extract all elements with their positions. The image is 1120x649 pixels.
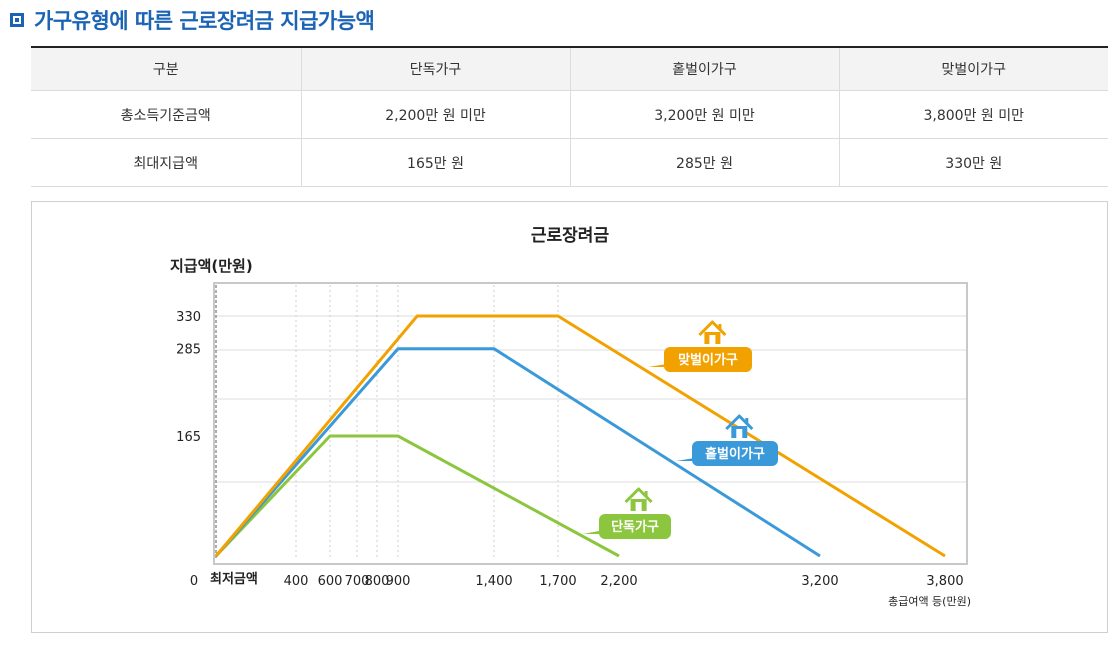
callout-box — [692, 441, 778, 466]
page-title: 가구유형에 따른 근로장려금 지급가능액 — [10, 6, 375, 34]
table-row: 최대지급액 165만 원 285만 원 330만 원 — [31, 138, 1108, 187]
series-label-callout: 홑벌이가구 — [676, 414, 778, 466]
header-category: 구분 — [31, 46, 302, 91]
table-cell: 3,200만 원 미만 — [570, 90, 840, 139]
line-chart: 근로장려금 지급액(만원) 단독가구 홑벌이가구 맞벌이가구 165 285 330 40… — [170, 226, 971, 608]
table-row: 총소득기준금액 2,200만 원 미만 3,200만 원 미만 3,800만 원… — [31, 90, 1108, 139]
chart-container: 근로장려금 지급액(만원) 단독가구 홑벌이가구 맞벌이가구 165 285 330 40… — [31, 201, 1108, 633]
y-axis-label: 지급액(만원) — [170, 257, 253, 275]
table-cell: 165만 원 — [301, 138, 571, 187]
page-title-text: 가구유형에 따른 근로장려금 지급가능액 — [34, 9, 375, 33]
series-line — [214, 314, 946, 558]
table-header-row: 구분 단독가구 홑벌이가구 맞벌이가구 — [31, 46, 1108, 91]
house-icon — [698, 320, 727, 344]
x-min-label: 최저금액 — [210, 572, 258, 587]
x-tick-label: 2,200 — [600, 574, 637, 589]
x-tick-label: 700 — [345, 574, 370, 589]
y-tick-label: 330 — [176, 310, 201, 325]
y-tick-label: 285 — [176, 343, 201, 358]
y-tick-label: 165 — [176, 430, 201, 445]
x-tick-label: 1,700 — [539, 574, 576, 589]
callout-box — [599, 514, 671, 539]
header-single: 단독가구 — [301, 46, 571, 91]
summary-table: 구분 단독가구 홑벌이가구 맞벌이가구 총소득기준금액 2,200만 원 미만 … — [31, 46, 1108, 187]
chart-title: 근로장려금 — [531, 226, 610, 246]
callout-box — [664, 347, 752, 372]
series-label: 단독가구 — [611, 519, 659, 535]
row-label: 최대지급액 — [31, 138, 302, 187]
series-label-callout: 맞벌이가구 — [648, 320, 752, 372]
row-label: 총소득기준금액 — [31, 90, 302, 139]
series-label: 홑벌이가구 — [705, 446, 765, 462]
series-line — [214, 434, 620, 558]
table-cell: 285만 원 — [570, 138, 840, 187]
house-icon — [725, 414, 754, 438]
header-dual-earner: 맞벌이가구 — [839, 46, 1108, 91]
x-tick-label: 400 — [284, 574, 309, 589]
series-line — [214, 347, 821, 558]
table-cell: 2,200만 원 미만 — [301, 90, 571, 139]
x-tick-label: 3,800 — [926, 574, 963, 589]
series-label: 맞벌이가구 — [678, 352, 738, 368]
table-cell: 330만 원 — [839, 138, 1108, 187]
x-tick-label: 900 — [386, 574, 411, 589]
x-tick-label: 600 — [318, 574, 343, 589]
x-tick-label: 1,400 — [475, 574, 512, 589]
x-tick-label: 3,200 — [801, 574, 838, 589]
series-label-callout: 단독가구 — [583, 487, 671, 539]
x-tick-label: 800 — [365, 574, 390, 589]
plot-area — [213, 282, 968, 565]
square-bullet-icon — [10, 13, 24, 27]
x-axis-label: 총급여액 등(만원) — [888, 595, 971, 608]
x-origin-label: 0 — [190, 574, 198, 589]
header-single-earner: 홑벌이가구 — [570, 46, 840, 91]
house-icon — [624, 487, 653, 511]
table-cell: 3,800만 원 미만 — [839, 90, 1108, 139]
